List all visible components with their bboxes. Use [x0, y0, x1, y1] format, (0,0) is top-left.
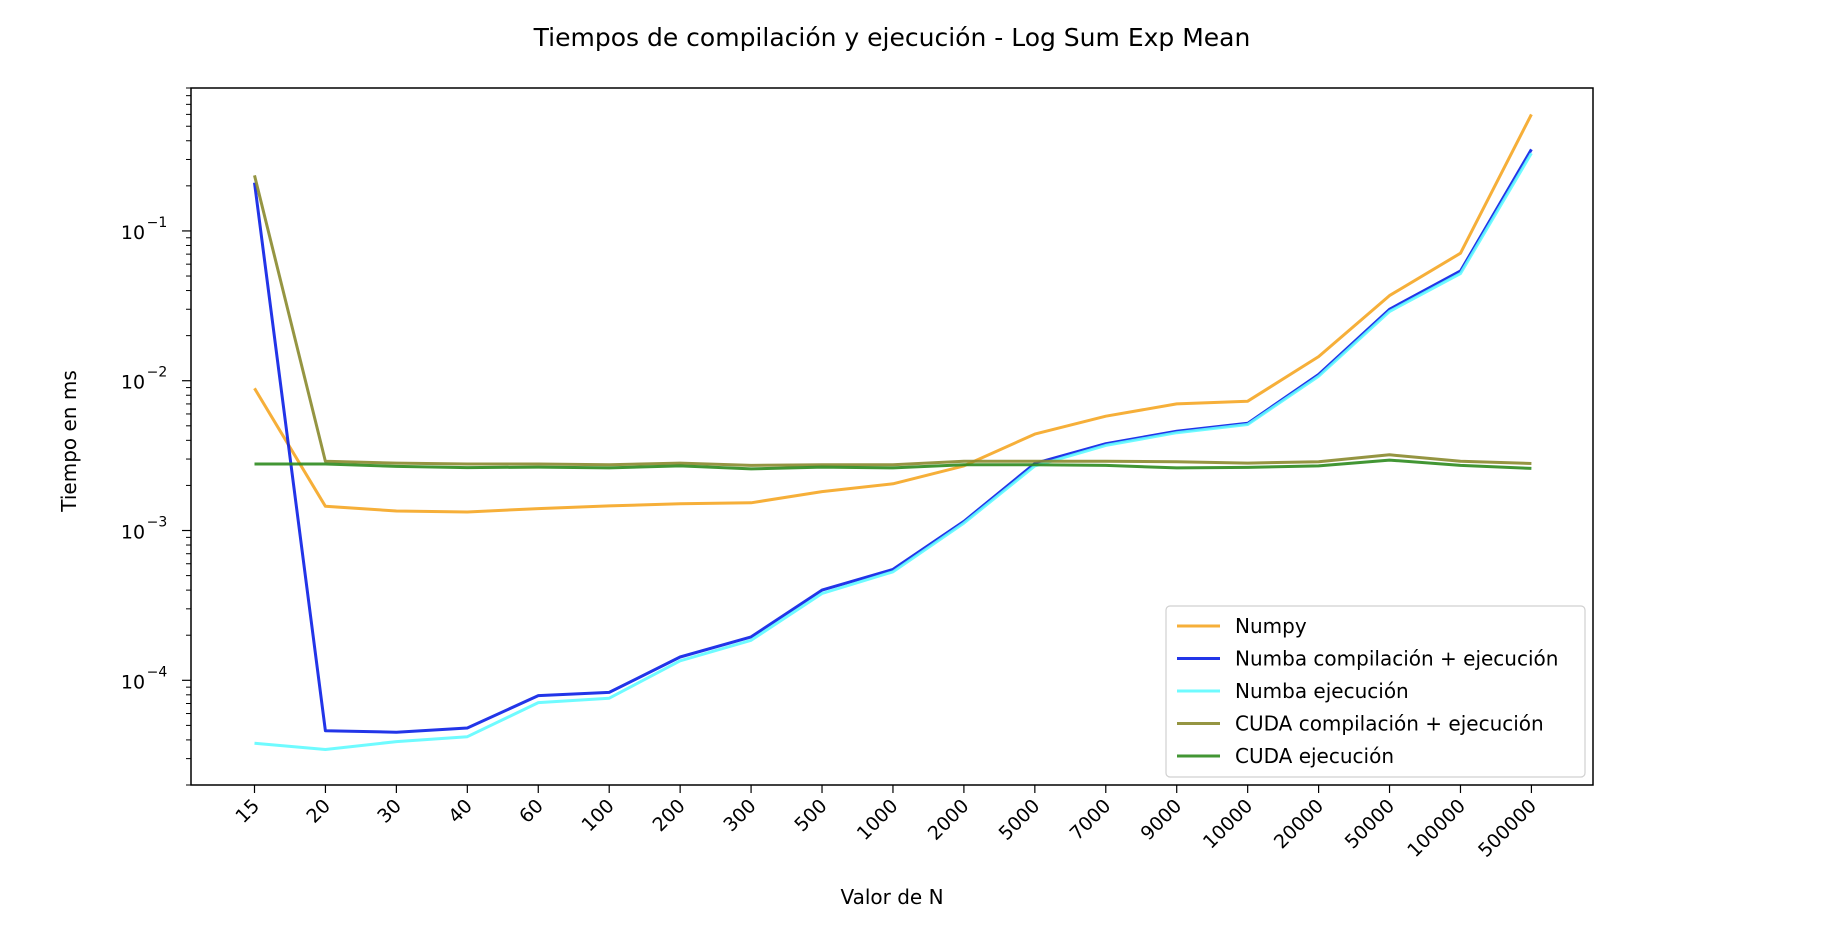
- x-tick-label: 500000: [1474, 795, 1541, 862]
- y-tick-exponent: −3: [147, 515, 168, 531]
- legend-label: Numba ejecución: [1235, 679, 1409, 703]
- y-tick-label: 10: [121, 671, 145, 693]
- legend-label: Numba compilación + ejecución: [1235, 647, 1558, 671]
- y-tick-exponent: −2: [147, 365, 168, 381]
- legend-box: [1165, 605, 1586, 778]
- x-tick-label: 1000: [853, 795, 903, 845]
- x-tick-label: 500: [790, 795, 831, 836]
- legend-label: CUDA ejecución: [1235, 744, 1394, 768]
- x-tick-label: 100000: [1403, 795, 1470, 862]
- x-tick-label: 9000: [1137, 795, 1187, 845]
- x-tick-label: 200: [648, 795, 689, 836]
- x-tick-label: 30: [373, 795, 406, 828]
- x-tick-label: 20000: [1270, 795, 1328, 853]
- x-tick-label: 7000: [1066, 795, 1116, 845]
- x-tick-label: 100: [578, 795, 619, 836]
- x-tick-label: 60: [515, 795, 548, 828]
- x-axis-label: Valor de N: [840, 885, 943, 909]
- y-tick-exponent: −4: [147, 664, 168, 680]
- chart-title: Tiempos de compilación y ejecución - Log…: [533, 23, 1251, 52]
- series-line-3: [254, 152, 1533, 751]
- plot-frame: [190, 87, 1594, 786]
- series-line-4: [253, 175, 1532, 467]
- x-tick-label: 20: [302, 795, 335, 828]
- legend-label: Numpy: [1235, 614, 1307, 638]
- x-axis: 15 20 30 40 60 100 200 300 500 1000 2000 5000 7000 90…: [231, 785, 1541, 862]
- x-tick-label: 5000: [995, 795, 1045, 845]
- y-tick-label: 10: [121, 372, 145, 394]
- y-tick-label: 10: [121, 222, 145, 244]
- series-line-5: [254, 458, 1532, 471]
- y-tick-label: 10: [121, 522, 145, 544]
- x-tick-label: 50000: [1341, 795, 1399, 853]
- plot-area: [253, 113, 1533, 751]
- x-tick-label: 10000: [1199, 795, 1257, 853]
- legend-label: CUDA compilación + ejecución: [1235, 712, 1544, 736]
- legend: Numpy Numba compilación + ejecución Numba …: [1165, 605, 1586, 778]
- x-tick-label: 40: [444, 795, 477, 828]
- x-tick-label: 300: [719, 795, 760, 836]
- y-tick-exponent: −1: [147, 215, 168, 231]
- series-line-1: [253, 113, 1533, 514]
- y-axis: 10−110−210−310−4: [121, 87, 191, 786]
- x-tick-label: 15: [231, 795, 264, 828]
- y-axis-label: Tiempo en ms: [57, 370, 81, 512]
- x-tick-label: 2000: [924, 795, 974, 845]
